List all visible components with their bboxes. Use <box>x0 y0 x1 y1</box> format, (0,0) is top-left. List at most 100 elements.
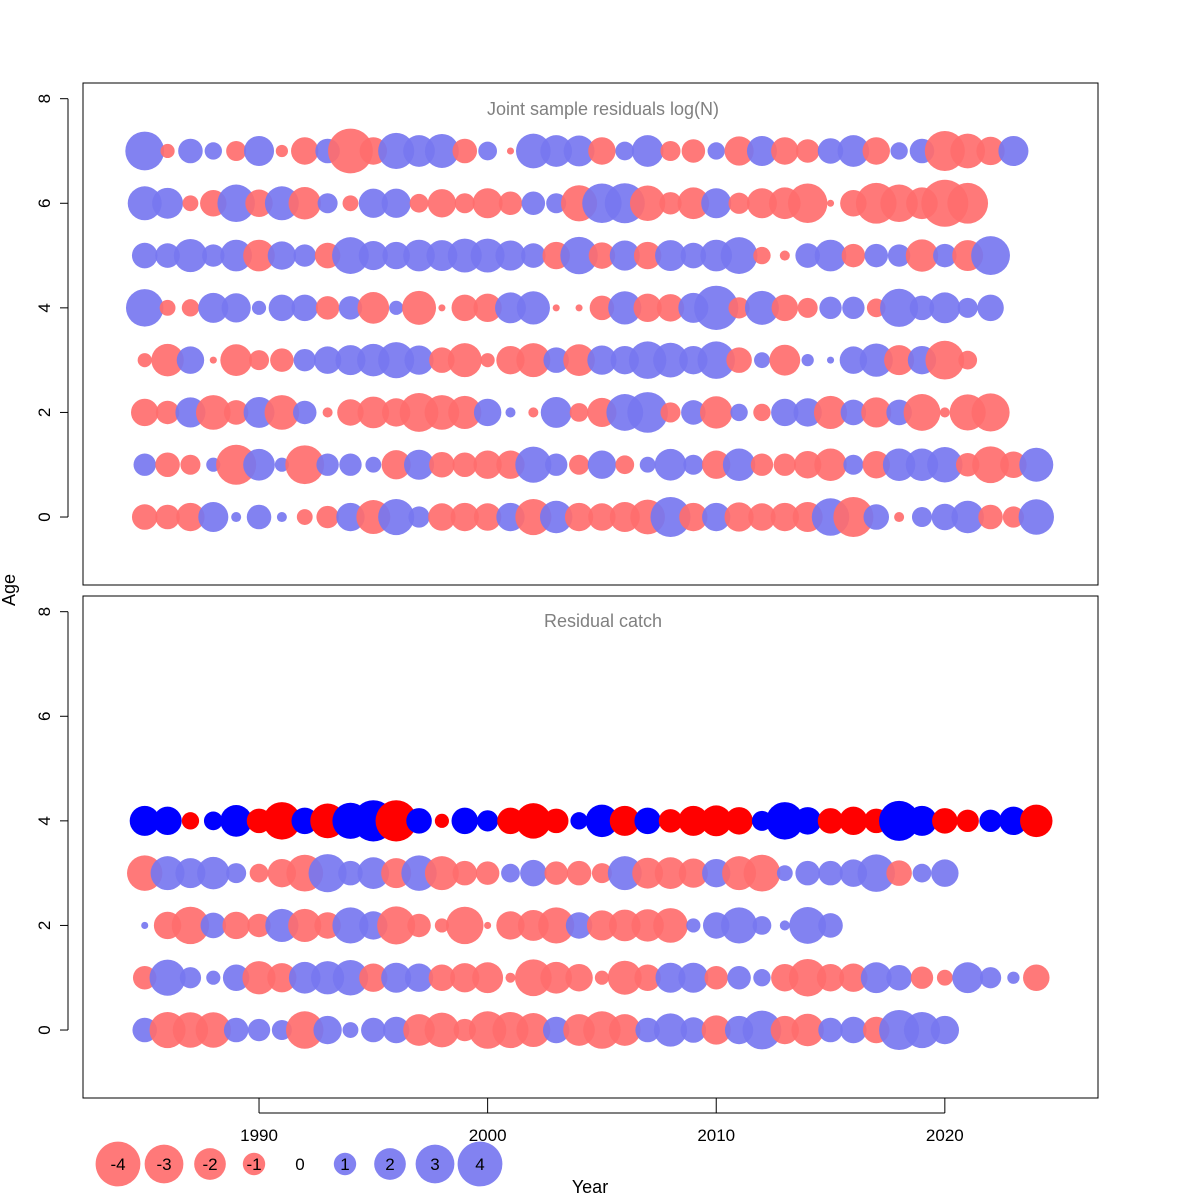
residual-bubble <box>880 288 919 327</box>
residual-bubble <box>245 189 273 217</box>
residual-bubble <box>274 457 289 472</box>
residual-bubble <box>769 344 801 376</box>
residual-bubble <box>773 453 797 476</box>
residual-bubble <box>678 962 709 993</box>
residual-bubble <box>424 395 460 430</box>
residual-bubble <box>438 304 446 312</box>
residual-bubble <box>680 1017 707 1043</box>
residual-bubble <box>265 908 299 943</box>
residual-bubble <box>724 136 754 166</box>
residual-bubble <box>859 343 893 377</box>
residual-bubble <box>653 342 688 378</box>
residual-bubble <box>203 811 223 831</box>
residual-bubble <box>378 498 415 536</box>
y-tick-label: 2 <box>35 921 54 930</box>
residual-bubble <box>694 285 739 330</box>
residual-bubble <box>322 407 333 418</box>
residual-bubble <box>730 403 748 422</box>
residual-bubble <box>484 921 492 929</box>
residual-bubble <box>223 400 249 425</box>
residual-bubble <box>776 865 793 882</box>
residual-bubble <box>787 183 828 223</box>
residual-bubble <box>195 1012 232 1048</box>
residual-bubble <box>862 451 890 479</box>
residual-bubble <box>608 1014 641 1046</box>
residual-bubble <box>223 1017 249 1043</box>
residual-bubble <box>910 966 934 989</box>
residual-bubble <box>407 913 431 938</box>
y-tick-label: 2 <box>35 408 54 417</box>
residual-bubble <box>338 296 363 320</box>
residual-bubble <box>540 396 572 428</box>
residual-bubble <box>863 504 890 530</box>
residual-bubble <box>473 398 502 427</box>
residual-bubble <box>931 859 959 887</box>
residual-bubble <box>770 1015 799 1045</box>
residual-bubble <box>408 506 430 528</box>
residual-bubble <box>722 448 756 481</box>
residual-bubble <box>332 907 369 944</box>
residual-bubble <box>335 345 366 376</box>
x-tick-label: 2020 <box>926 1126 964 1145</box>
residual-bubble <box>743 854 781 892</box>
residual-bubble <box>195 395 231 430</box>
residual-bubble <box>288 187 321 220</box>
residual-bubble <box>267 241 297 270</box>
residual-bubble <box>125 131 165 171</box>
residual-bubble <box>587 345 617 375</box>
y-tick-label: 8 <box>35 94 54 103</box>
residual-bubble <box>795 139 820 163</box>
residual-bubble <box>141 921 149 929</box>
residual-bubble <box>631 135 664 167</box>
residual-bubble <box>424 856 459 891</box>
residual-bubble <box>912 863 932 883</box>
residual-bubble <box>470 238 505 273</box>
residual-bubble <box>426 240 458 272</box>
residual-bubble <box>565 964 593 992</box>
residual-bubble <box>826 199 835 207</box>
residual-bubble <box>209 356 217 364</box>
residual-bubble <box>653 1013 688 1047</box>
residual-bubble <box>791 1013 824 1047</box>
residual-bubble <box>686 918 701 933</box>
residual-bubble <box>451 294 479 322</box>
residual-bubble <box>204 142 222 160</box>
residual-bubble <box>404 963 434 992</box>
residual-bubble <box>424 133 459 168</box>
residual-bubble <box>894 512 905 523</box>
residual-bubble <box>496 911 525 940</box>
residual-bubble <box>226 140 247 161</box>
residual-bubble <box>342 1022 359 1038</box>
residual-bubble <box>270 348 294 372</box>
residual-bubble <box>681 400 706 425</box>
residual-bubble <box>247 913 271 938</box>
residual-bubble <box>842 296 865 320</box>
residual-bubble <box>313 346 342 374</box>
residual-bubble <box>332 237 369 274</box>
legend-label: 4 <box>475 1155 484 1174</box>
residual-bubble <box>452 452 478 477</box>
residual-bubble <box>971 236 1010 275</box>
residual-bubble <box>793 807 822 835</box>
residual-bubble <box>886 860 912 886</box>
residual-bubble <box>178 138 203 164</box>
residual-bubble <box>377 906 416 945</box>
residual-bubble <box>742 1010 782 1050</box>
x-tick-label: 2000 <box>469 1126 507 1145</box>
residual-bubble <box>939 407 950 418</box>
residual-bubble <box>179 967 202 989</box>
residual-bubble <box>884 345 915 376</box>
residual-bubble <box>216 444 257 485</box>
residual-bubble <box>903 394 941 431</box>
residual-bubble <box>609 805 640 836</box>
residual-bubble <box>173 238 208 273</box>
residual-bubble <box>801 354 814 367</box>
residual-bubble <box>268 294 296 322</box>
residual-bubble <box>746 188 777 219</box>
residual-bubble <box>707 142 725 160</box>
residual-bubble <box>288 961 321 994</box>
residual-bubble <box>498 191 523 216</box>
residual-bubble <box>200 912 227 939</box>
residual-bubble <box>857 854 895 892</box>
